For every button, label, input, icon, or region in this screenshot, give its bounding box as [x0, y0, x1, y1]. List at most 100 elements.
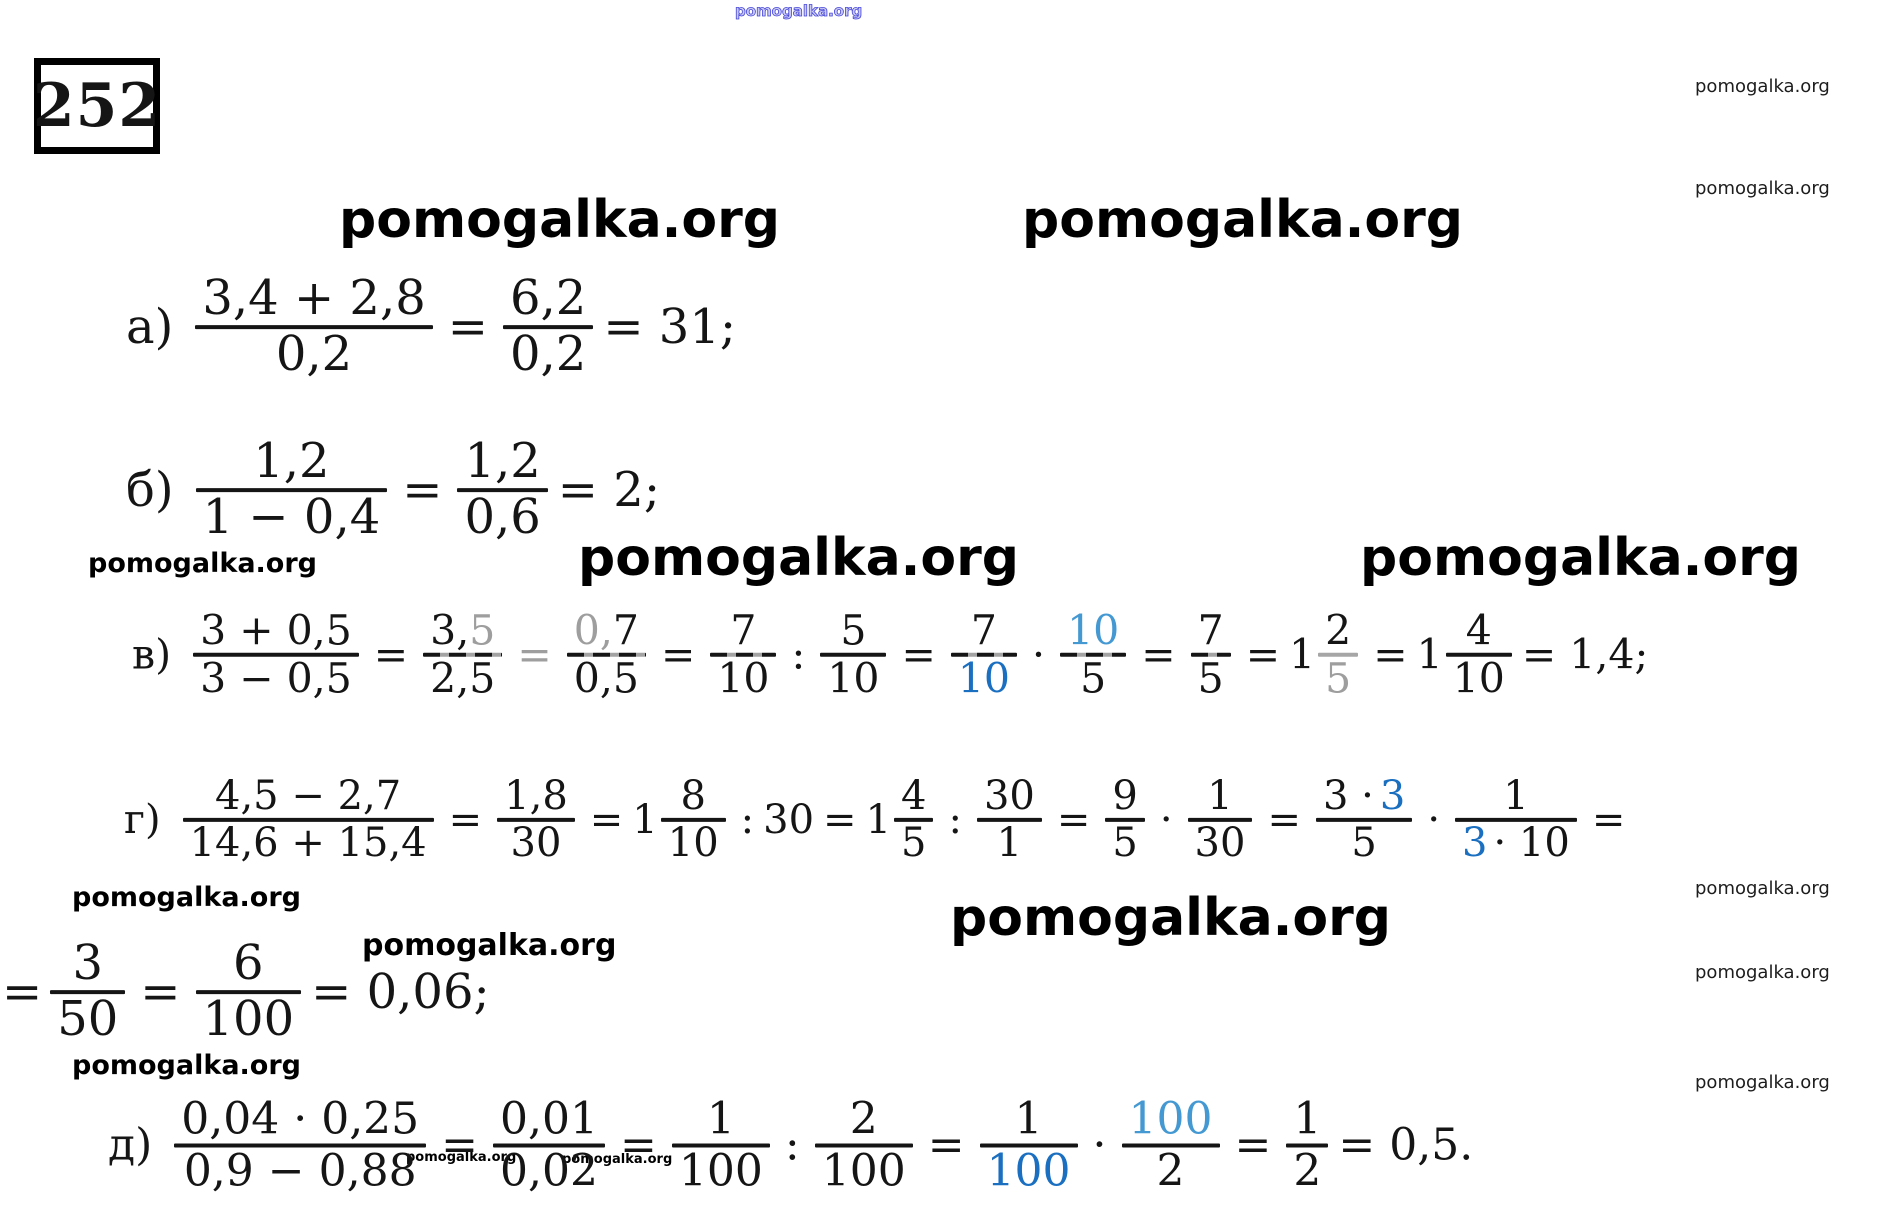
fraction-bar — [1455, 818, 1577, 822]
watermark-big: pomogalka.org — [950, 888, 1392, 948]
watermark-small: pomogalka.org — [1695, 76, 1830, 97]
equals-sign: = — [447, 299, 488, 355]
fraction-bar — [423, 653, 503, 657]
item-label-g: г) — [124, 797, 161, 843]
fraction-bar — [1315, 818, 1413, 822]
result-text: = 0,06; — [311, 964, 490, 1020]
watermark-small: pomogalka.org — [1695, 962, 1830, 983]
equation-row-b: б) 1,2 1 − 0,4 = 1,2 0,6 = 2; — [126, 435, 660, 544]
fraction: 7 5 — [1190, 608, 1231, 701]
fraction: 2 100 — [814, 1095, 913, 1194]
item-label-v: в) — [132, 631, 172, 679]
fraction: 4 5 — [894, 774, 934, 865]
item-label-b: б) — [126, 462, 174, 518]
fraction: 30 1 — [976, 774, 1042, 865]
problem-number-badge: 252 — [32, 58, 162, 154]
result-text: = 2; — [557, 462, 660, 518]
equation-row-d: д) 0,04 · 0,25 0,9 − 0,88 = 0,01 0,02 = … — [108, 1095, 1473, 1194]
fraction-bar — [174, 1143, 427, 1147]
watermark-medium: pomogalka.org — [88, 548, 317, 579]
fraction: 1 100 — [671, 1095, 770, 1194]
watermark-medium: pomogalka.org — [72, 1050, 301, 1081]
fraction-bar — [1445, 653, 1512, 657]
equals-sign: = — [620, 1119, 657, 1171]
equals-sign: = — [140, 964, 181, 1020]
fraction: 1 100 — [979, 1095, 1078, 1194]
equals-sign: = — [517, 631, 552, 679]
number-30: 30 — [763, 797, 815, 843]
fraction: 9 5 — [1105, 774, 1145, 865]
fraction-bar — [50, 990, 126, 994]
fraction-bar — [976, 818, 1042, 822]
equals-sign: = — [402, 462, 443, 518]
fraction: 8 10 — [660, 774, 726, 865]
equals-sign: = — [1267, 797, 1301, 843]
result-text: = 0,5. — [1338, 1119, 1474, 1171]
multiply-dot: · — [1032, 631, 1046, 679]
problem-number: 252 — [32, 71, 162, 141]
equals-sign: = — [373, 631, 409, 679]
equals-sign: = — [927, 1119, 965, 1171]
fraction-bar — [950, 653, 1018, 657]
mixed-number: 1 8 10 — [632, 774, 731, 865]
watermark-small: pomogalka.org — [1695, 1072, 1830, 1093]
fraction: 100 2 — [1121, 1095, 1220, 1194]
fraction-bar — [710, 653, 777, 657]
division-sign: : — [948, 797, 962, 843]
fraction: 0,04 · 0,25 0,9 − 0,88 — [174, 1095, 427, 1194]
fraction-bar — [457, 488, 548, 492]
fraction: 3,5 2,5 — [423, 609, 503, 701]
watermark-tiny: pomogalka.org — [406, 1150, 517, 1165]
fraction: 3 + 0,5 3 − 0,5 — [193, 608, 359, 701]
fraction-bar — [671, 1143, 770, 1147]
fraction: 6 100 — [195, 937, 302, 1046]
watermark-outline: pomogalka.org — [735, 2, 863, 21]
fraction: 1,2 0,6 — [457, 435, 548, 544]
mixed-number: 1 4 10 — [1417, 608, 1518, 701]
fraction-bar — [1187, 818, 1253, 822]
equals-sign: = — [823, 797, 857, 843]
watermark-medium: pomogalka.org — [362, 928, 617, 963]
fraction-bar — [1121, 1143, 1220, 1147]
watermark-big: pomogalka.org — [1360, 528, 1802, 588]
fraction: 5 10 — [820, 608, 887, 701]
fraction: 3,4 + 2,8 0,2 — [195, 272, 433, 381]
fraction-bar — [1190, 653, 1231, 657]
equals-sign: = — [660, 631, 696, 679]
fraction: 4 10 — [1445, 608, 1512, 701]
watermark-medium: pomogalka.org — [72, 882, 301, 913]
fraction-bar — [1318, 653, 1359, 657]
watermark-small: pomogalka.org — [1695, 878, 1830, 899]
fraction: 7 10 — [950, 608, 1018, 701]
equation-row-g: г) 4,5 − 2,7 14,6 + 15,4 = 1,8 30 = 1 8 … — [124, 774, 1634, 865]
equation-row-a: а) 3,4 + 2,8 0,2 = 6,2 0,2 = 31; — [126, 272, 737, 381]
fraction: 1 3 · 10 — [1455, 774, 1577, 865]
equals-sign: = — [1234, 1119, 1272, 1171]
equals-sign: = — [1245, 631, 1281, 679]
fraction-bar — [814, 1143, 913, 1147]
fraction-bar — [193, 653, 359, 657]
result-text: = 1,4; — [1521, 631, 1649, 679]
equals-sign: = — [1056, 797, 1091, 843]
item-label-a: а) — [126, 299, 174, 355]
result-text: = 31; — [603, 299, 737, 355]
watermark-big: pomogalka.org — [578, 528, 1020, 588]
mixed-number: 1 4 5 — [866, 774, 940, 865]
fraction: 2 5 — [1318, 608, 1359, 701]
fraction: 0,7 0,5 — [566, 609, 646, 701]
fraction-bar — [1060, 653, 1127, 657]
division-sign: : — [791, 631, 806, 679]
fraction: 0,01 0,02 — [493, 1095, 606, 1194]
equation-row-g-continued: = 3 50 = 6 100 = 0,06; — [2, 937, 490, 1046]
watermark-small: pomogalka.org — [1695, 178, 1830, 199]
item-label-d: д) — [108, 1119, 153, 1171]
fraction-bar — [1105, 818, 1145, 822]
fraction: 1,2 1 − 0,4 — [195, 435, 388, 544]
equals-sign: = — [441, 1119, 479, 1171]
multiply-dot: · — [1092, 1119, 1107, 1171]
equals-sign: = — [1141, 631, 1176, 679]
fraction: 6,2 0,2 — [502, 272, 594, 381]
fraction: 1 2 — [1286, 1095, 1329, 1194]
fraction-bar — [195, 325, 433, 329]
equals-sign: = — [1591, 797, 1626, 843]
